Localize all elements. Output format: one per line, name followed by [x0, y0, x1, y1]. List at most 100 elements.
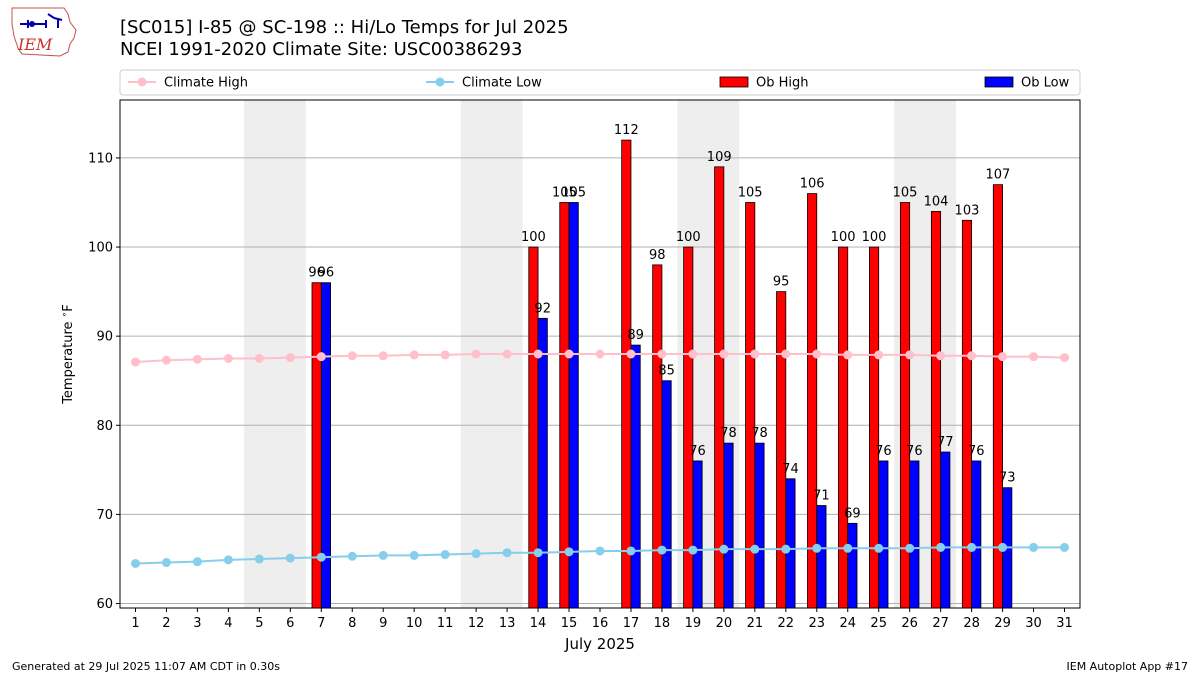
- y-tick-label: 70: [96, 508, 113, 523]
- iem-logo: IEM: [8, 6, 80, 58]
- ob-high-label: 105: [738, 185, 763, 200]
- climate-high-point: [812, 349, 822, 359]
- climate-low-point: [285, 553, 295, 563]
- climate-low-point: [502, 548, 512, 558]
- climate-high-point: [719, 349, 729, 359]
- climate-low-point: [657, 545, 667, 555]
- ob-low-bar: [847, 522, 858, 609]
- ob-high-label: 100: [521, 230, 546, 245]
- x-tick-label: 2: [162, 616, 170, 631]
- climate-high-point: [440, 350, 450, 360]
- climate-high-point: [161, 355, 171, 365]
- ob-low-label: 76: [689, 444, 706, 459]
- x-tick-label: 17: [623, 616, 640, 631]
- ob-high-label: 105: [552, 185, 577, 200]
- climate-high-point: [626, 349, 636, 359]
- y-tick-label: 90: [96, 330, 113, 345]
- x-tick-label: 8: [348, 616, 356, 631]
- legend-climate-low-marker: [435, 77, 445, 87]
- climate-low-point: [409, 550, 419, 560]
- ob-low-label: 71: [813, 489, 830, 504]
- climate-high-point: [254, 353, 264, 363]
- x-tick-label: 13: [499, 616, 516, 631]
- ob-low-label: 69: [844, 506, 861, 521]
- x-tick-label: 20: [716, 616, 733, 631]
- ob-low-bar: [909, 460, 920, 609]
- x-tick-label: 9: [379, 616, 387, 631]
- climate-low-point: [812, 543, 822, 553]
- climate-high-point: [471, 349, 481, 359]
- x-tick-label: 14: [530, 616, 547, 631]
- legend-climate-high-label: Climate High: [164, 76, 248, 91]
- climate-high-point: [130, 357, 140, 367]
- legend-ob-low-swatch: [984, 76, 1014, 88]
- ob-high-label: 107: [986, 168, 1011, 183]
- ob-low-label: 92: [534, 301, 551, 316]
- climate-low-point: [347, 551, 357, 561]
- climate-low-point: [874, 543, 884, 553]
- climate-low-point: [936, 542, 946, 552]
- climate-high-point: [1060, 353, 1070, 363]
- climate-high-point: [905, 350, 915, 360]
- ob-high-label: 106: [800, 177, 825, 192]
- x-tick-label: 1: [131, 616, 139, 631]
- climate-low-point: [564, 547, 574, 557]
- climate-low-point: [378, 550, 388, 560]
- ob-low-label: 76: [968, 444, 985, 459]
- ob-high-bar: [714, 166, 725, 609]
- legend-climate-low-label: Climate Low: [462, 76, 542, 91]
- ob-high-label: 100: [676, 230, 701, 245]
- climate-high-point: [285, 353, 295, 363]
- climate-low-point: [781, 544, 791, 554]
- x-axis-label: July 2025: [564, 635, 635, 653]
- climate-low-point: [440, 550, 450, 560]
- x-tick-label: 22: [778, 616, 795, 631]
- y-tick-label: 100: [88, 241, 113, 256]
- chart-title: [SC015] I-85 @ SC-198 :: Hi/Lo Temps for…: [120, 17, 569, 38]
- climate-high-point: [1029, 352, 1039, 362]
- x-tick-label: 31: [1056, 616, 1073, 631]
- ob-low-label: 74: [782, 462, 799, 477]
- x-tick-label: 24: [839, 616, 856, 631]
- ob-high-bar: [776, 291, 787, 609]
- climate-high-point: [874, 350, 884, 360]
- x-tick-label: 15: [561, 616, 578, 631]
- climate-high-point: [688, 349, 698, 359]
- x-tick-label: 5: [255, 616, 263, 631]
- x-tick-label: 30: [1025, 616, 1042, 631]
- ob-high-label: 109: [707, 150, 732, 165]
- ob-low-bar: [568, 202, 579, 609]
- climate-high-point: [936, 351, 946, 361]
- ob-low-bar: [785, 478, 796, 609]
- legend-climate-high-marker: [137, 77, 147, 87]
- ob-low-label: 78: [751, 426, 768, 441]
- climate-high-point: [657, 349, 667, 359]
- climate-low-point: [130, 558, 140, 568]
- climate-low-point: [533, 548, 543, 558]
- logo-text: IEM: [17, 35, 53, 54]
- ob-low-bar: [692, 460, 703, 609]
- climate-low-point: [316, 552, 326, 562]
- climate-high-point: [223, 353, 233, 363]
- ob-high-label: 96: [308, 266, 325, 281]
- x-tick-label: 10: [406, 616, 423, 631]
- x-tick-label: 7: [317, 616, 325, 631]
- x-tick-label: 11: [437, 616, 454, 631]
- ob-high-label: 112: [614, 123, 639, 138]
- ob-low-bar: [537, 317, 548, 609]
- climate-low-point: [161, 558, 171, 568]
- ob-low-label: 76: [906, 444, 923, 459]
- climate-low-point: [719, 544, 729, 554]
- climate-low-point: [905, 543, 915, 553]
- y-axis-label: Temperature ∘F: [60, 304, 76, 405]
- climate-low-point: [967, 542, 977, 552]
- ob-low-bar: [661, 380, 672, 609]
- climate-low-point: [1029, 542, 1039, 552]
- climate-low-point: [1060, 542, 1070, 552]
- ob-low-bar: [816, 505, 827, 609]
- ob-low-label: 89: [627, 328, 644, 343]
- ob-low-label: 77: [937, 435, 954, 450]
- x-tick-label: 26: [901, 616, 918, 631]
- climate-high-point: [409, 350, 419, 360]
